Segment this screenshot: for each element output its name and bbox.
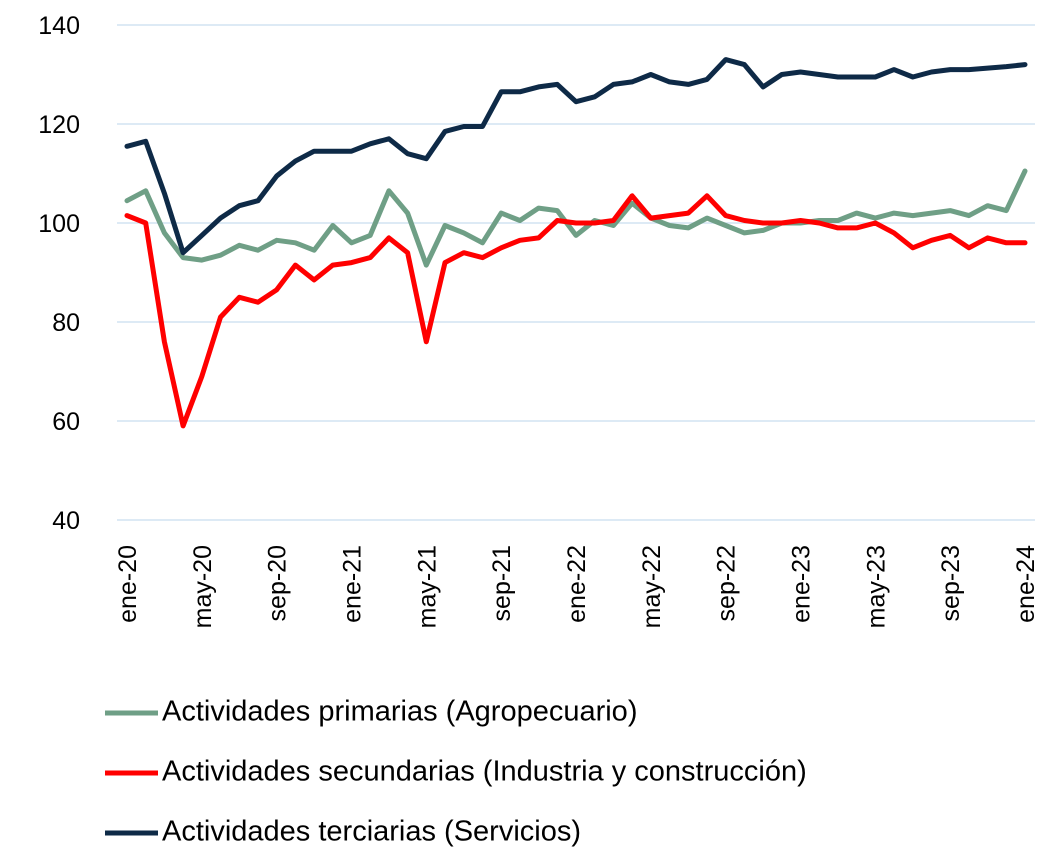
legend-label: Actividades terciarias (Servicios)	[162, 816, 581, 848]
x-tick-label: ene-20	[114, 545, 142, 623]
series-line	[124, 193, 1028, 429]
y-tick-label: 40	[52, 507, 80, 535]
x-tick-label: sep-23	[937, 545, 965, 621]
y-tick-label: 120	[38, 111, 80, 139]
x-tick-label: may-22	[638, 545, 666, 628]
x-tick-label: may-21	[413, 545, 441, 628]
x-tick-label: sep-20	[264, 545, 292, 621]
x-tick-label: ene-23	[788, 545, 816, 623]
x-tick-label: may-20	[189, 545, 217, 628]
y-tick-label: 60	[52, 408, 80, 436]
x-tick-label: ene-22	[563, 545, 591, 623]
x-tick-label: sep-21	[488, 545, 516, 621]
legend: Actividades primarias (Agropecuario) Acti…	[105, 696, 807, 848]
series-line	[124, 168, 1028, 268]
y-tick-label: 140	[38, 12, 80, 40]
series-line	[124, 57, 1028, 256]
x-tick-label: may-23	[862, 545, 890, 628]
legend-label: Actividades secundarias (Industria y con…	[162, 756, 807, 788]
x-tick-label: sep-22	[713, 545, 741, 621]
y-tick-label: 80	[52, 309, 80, 337]
x-tick-label: ene-24	[1012, 545, 1040, 623]
y-tick-label: 100	[38, 210, 80, 238]
legend-label: Actividades primarias (Agropecuario)	[162, 696, 637, 728]
x-tick-label: ene-21	[339, 545, 367, 623]
